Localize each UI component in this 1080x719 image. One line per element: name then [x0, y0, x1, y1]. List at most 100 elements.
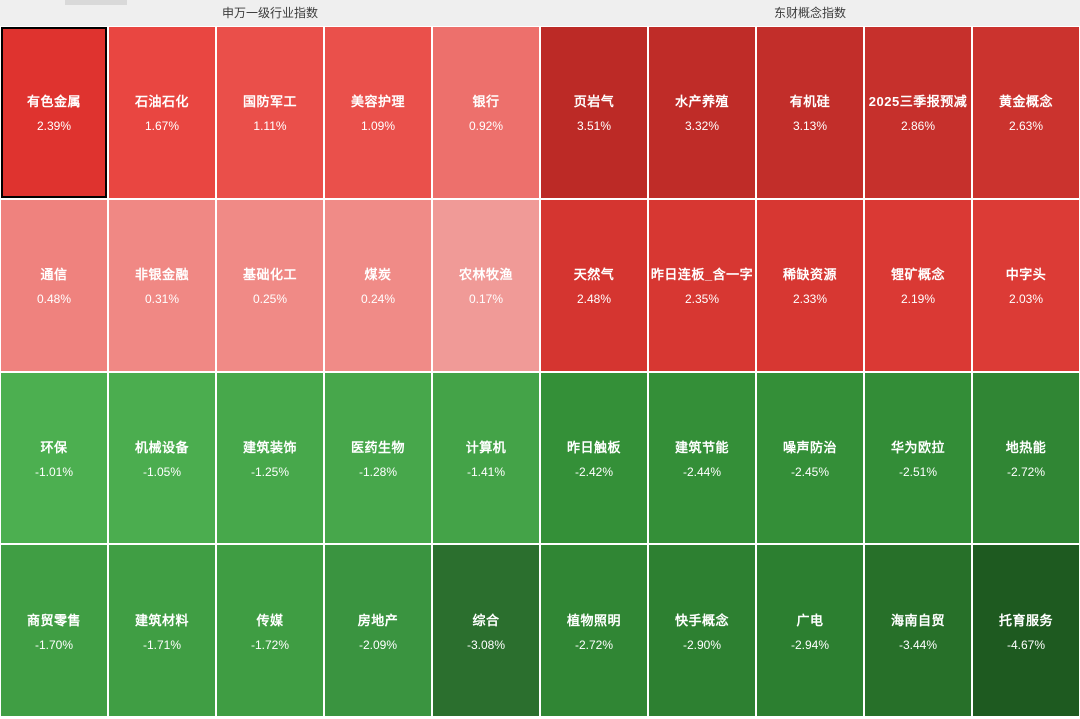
- scrollbar-thumb[interactable]: [65, 0, 127, 5]
- heatmap-cell[interactable]: 建筑材料 -1.71%: [109, 545, 215, 716]
- heatmap-cell[interactable]: 建筑装饰 -1.25%: [217, 372, 323, 544]
- cell-label: 昨日连板_含一字: [650, 267, 754, 283]
- cell-label: 噪声防治: [782, 439, 837, 455]
- heatmap-cell[interactable]: 煤炭 0.24%: [325, 199, 431, 371]
- cell-label: 天然气: [573, 267, 615, 283]
- cell-change: 1.09%: [360, 119, 396, 134]
- heatmap-cell[interactable]: 托育服务 -4.67%: [973, 545, 1079, 716]
- heatmap-cell[interactable]: 天然气 2.48%: [541, 199, 647, 371]
- heatmap-cell[interactable]: 机械设备 -1.05%: [109, 372, 215, 544]
- cell-change: -1.05%: [142, 464, 182, 479]
- heatmap-cell[interactable]: 华为欧拉 -2.51%: [865, 372, 971, 544]
- section-title-sw-industry: 申万一级行业指数: [221, 6, 318, 20]
- heatmap-cell[interactable]: 快手概念 -2.90%: [649, 545, 755, 716]
- heatmap-cell[interactable]: 传媒 -1.72%: [217, 545, 323, 716]
- cell-label: 广电: [796, 612, 824, 628]
- heatmap-cell[interactable]: 黄金概念 2.63%: [973, 27, 1079, 198]
- cell-label: 昨日触板: [566, 439, 621, 455]
- cell-label: 稀缺资源: [782, 267, 837, 283]
- heatmap-cell[interactable]: 昨日触板 -2.42%: [541, 372, 647, 544]
- cell-change: -2.09%: [358, 637, 398, 652]
- cell-label: 国防军工: [242, 94, 297, 110]
- heatmap-cell[interactable]: 基础化工 0.25%: [217, 199, 323, 371]
- heatmap-grid: 有色金属 2.39% 石油石化 1.67% 国防军工 1.11% 美容护理 1.09% 银行 0.…: [0, 26, 1080, 717]
- cell-label: 传媒: [256, 612, 284, 628]
- cell-change: -2.94%: [790, 637, 830, 652]
- cell-label: 植物照明: [566, 612, 621, 628]
- section-title-df-concept: 东财概念指数: [773, 6, 846, 20]
- cell-change: 2.33%: [792, 292, 828, 307]
- heatmap-cell[interactable]: 商贸零售 -1.70%: [1, 545, 107, 716]
- heatmap-cell[interactable]: 国防军工 1.11%: [217, 27, 323, 198]
- heatmap-cell[interactable]: 有机硅 3.13%: [757, 27, 863, 198]
- cell-label: 快手概念: [674, 612, 729, 628]
- cell-change: -3.08%: [466, 637, 506, 652]
- heatmap-cell[interactable]: 昨日连板_含一字 2.35%: [649, 199, 755, 371]
- heatmap-cell[interactable]: 医药生物 -1.28%: [325, 372, 431, 544]
- cell-change: -1.01%: [34, 464, 74, 479]
- cell-label: 锂矿概念: [890, 267, 945, 283]
- cell-label: 中字头: [1005, 267, 1047, 283]
- heatmap-cell[interactable]: 环保 -1.01%: [1, 372, 107, 544]
- cell-change: 2.86%: [900, 119, 936, 134]
- heatmap-cell[interactable]: 石油石化 1.67%: [109, 27, 215, 198]
- cell-label: 机械设备: [134, 439, 189, 455]
- cell-label: 银行: [472, 94, 500, 110]
- heatmap-cell[interactable]: 植物照明 -2.72%: [541, 545, 647, 716]
- cell-change: 2.19%: [900, 292, 936, 307]
- cell-change: 0.92%: [468, 119, 504, 134]
- cell-change: 1.67%: [144, 119, 180, 134]
- cell-label: 地热能: [1005, 439, 1047, 455]
- cell-change: -1.70%: [34, 637, 74, 652]
- heatmap-cell[interactable]: 银行 0.92%: [433, 27, 539, 198]
- cell-change: 2.48%: [576, 292, 612, 307]
- heatmap-cell[interactable]: 稀缺资源 2.33%: [757, 199, 863, 371]
- cell-change: -1.72%: [250, 637, 290, 652]
- cell-change: -2.45%: [790, 464, 830, 479]
- cell-label: 商贸零售: [26, 612, 81, 628]
- cell-label: 建筑装饰: [242, 439, 297, 455]
- heatmap-cell[interactable]: 非银金融 0.31%: [109, 199, 215, 371]
- heatmap-cell[interactable]: 海南自贸 -3.44%: [865, 545, 971, 716]
- heatmap-cell[interactable]: 美容护理 1.09%: [325, 27, 431, 198]
- cell-label: 非银金融: [134, 267, 189, 283]
- cell-label: 通信: [40, 267, 68, 283]
- cell-label: 基础化工: [242, 267, 297, 283]
- cell-change: -1.25%: [250, 464, 290, 479]
- heatmap-cell[interactable]: 通信 0.48%: [1, 199, 107, 371]
- cell-change: -2.90%: [682, 637, 722, 652]
- cell-change: 3.32%: [684, 119, 720, 134]
- heatmap-cell[interactable]: 中字头 2.03%: [973, 199, 1079, 371]
- heatmap-cell[interactable]: 锂矿概念 2.19%: [865, 199, 971, 371]
- cell-change: -2.42%: [574, 464, 614, 479]
- cell-change: -2.44%: [682, 464, 722, 479]
- cell-change: 3.51%: [576, 119, 612, 134]
- heatmap-cell[interactable]: 建筑节能 -2.44%: [649, 372, 755, 544]
- cell-label: 医药生物: [350, 439, 405, 455]
- cell-label: 2025三季报预减: [868, 94, 968, 110]
- heatmap-cell[interactable]: 地热能 -2.72%: [973, 372, 1079, 544]
- cell-label: 煤炭: [364, 267, 392, 283]
- heatmap-cell[interactable]: 水产养殖 3.32%: [649, 27, 755, 198]
- cell-label: 有机硅: [789, 94, 831, 110]
- cell-change: 0.31%: [144, 292, 180, 307]
- heatmap-cell[interactable]: 广电 -2.94%: [757, 545, 863, 716]
- heatmap-cell[interactable]: 农林牧渔 0.17%: [433, 199, 539, 371]
- cell-change: 2.03%: [1008, 292, 1044, 307]
- heatmap-cell[interactable]: 计算机 -1.41%: [433, 372, 539, 544]
- heatmap-cell[interactable]: 房地产 -2.09%: [325, 545, 431, 716]
- cell-label: 计算机: [465, 439, 507, 455]
- heatmap-cell[interactable]: 页岩气 3.51%: [541, 27, 647, 198]
- cell-change: 2.63%: [1008, 119, 1044, 134]
- cell-change: -3.44%: [898, 637, 938, 652]
- heatmap-cell[interactable]: 有色金属 2.39%: [1, 27, 107, 198]
- cell-change: 0.24%: [360, 292, 396, 307]
- cell-label: 美容护理: [350, 94, 405, 110]
- heatmap-cell[interactable]: 2025三季报预减 2.86%: [865, 27, 971, 198]
- cell-label: 建筑材料: [134, 612, 189, 628]
- heatmap-cell[interactable]: 综合 -3.08%: [433, 545, 539, 716]
- heatmap-cell[interactable]: 噪声防治 -2.45%: [757, 372, 863, 544]
- cell-label: 有色金属: [26, 94, 81, 110]
- cell-label: 页岩气: [573, 94, 615, 110]
- cell-change: 0.48%: [36, 292, 72, 307]
